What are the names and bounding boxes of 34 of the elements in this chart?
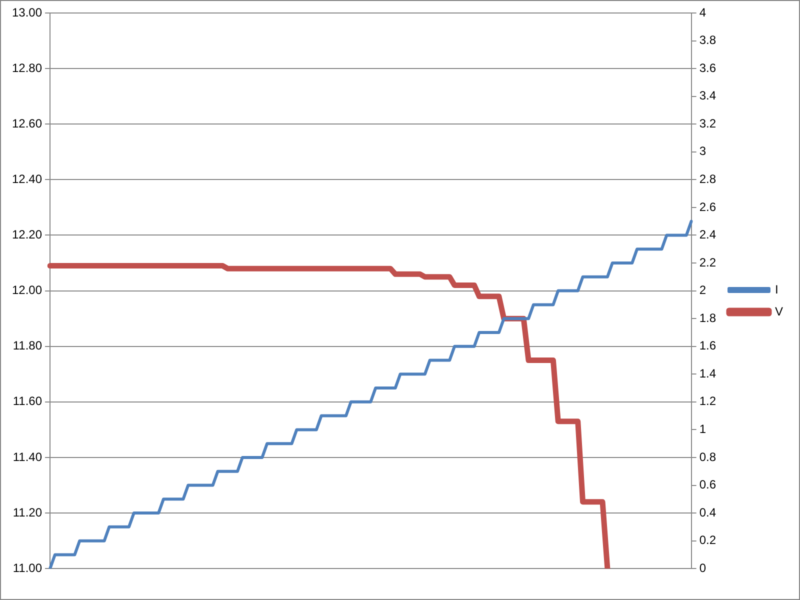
y2-tick-label: 1.6: [699, 338, 716, 353]
y2-tick-label: 0.6: [699, 478, 716, 492]
y2-tick-label: 2: [699, 283, 706, 298]
y-tick-label: 12.20: [12, 228, 42, 242]
y-tick-label: 12.60: [12, 116, 42, 130]
y-tick-label: 11.40: [12, 450, 42, 464]
y2-tick-label: 2.8: [699, 172, 716, 186]
y-tick-label: 12.40: [12, 172, 42, 186]
y2-tick-label: 1: [699, 422, 706, 436]
y-tick-label: 11.60: [12, 394, 42, 408]
y2-tick-label: 1.4: [699, 366, 716, 380]
y-tick-label: 11.00: [12, 560, 42, 575]
y2-tick-label: 1.2: [699, 394, 716, 408]
y2-tick-label: 3.2: [699, 116, 716, 130]
legend-label: V: [774, 304, 784, 318]
y2-tick-label: 2.6: [699, 200, 716, 214]
y-tick-label: 11.20: [12, 505, 42, 520]
y-tick-label: 12.00: [12, 283, 42, 298]
y2-tick-label: 0.4: [699, 505, 716, 520]
y-tick-label: 12.80: [12, 60, 42, 75]
y-tick-label: 13.00: [12, 5, 42, 20]
y2-tick-label: 3.6: [699, 60, 716, 75]
y2-tick-label: 2.4: [699, 228, 716, 242]
y2-tick-label: 0: [699, 560, 706, 575]
y2-tick-label: 4: [699, 5, 706, 20]
legend-label: I: [774, 282, 778, 296]
y2-tick-label: 0.8: [699, 450, 716, 464]
y2-tick-label: 1.8: [699, 310, 716, 325]
y2-tick-label: 3: [699, 144, 706, 158]
y-tick-label: 11.80: [12, 338, 42, 353]
y2-tick-label: 3.4: [699, 88, 716, 103]
y2-tick-label: 3.8: [699, 33, 716, 48]
y2-tick-label: 2.2: [699, 255, 716, 270]
y2-tick-label: 0.2: [699, 533, 716, 548]
